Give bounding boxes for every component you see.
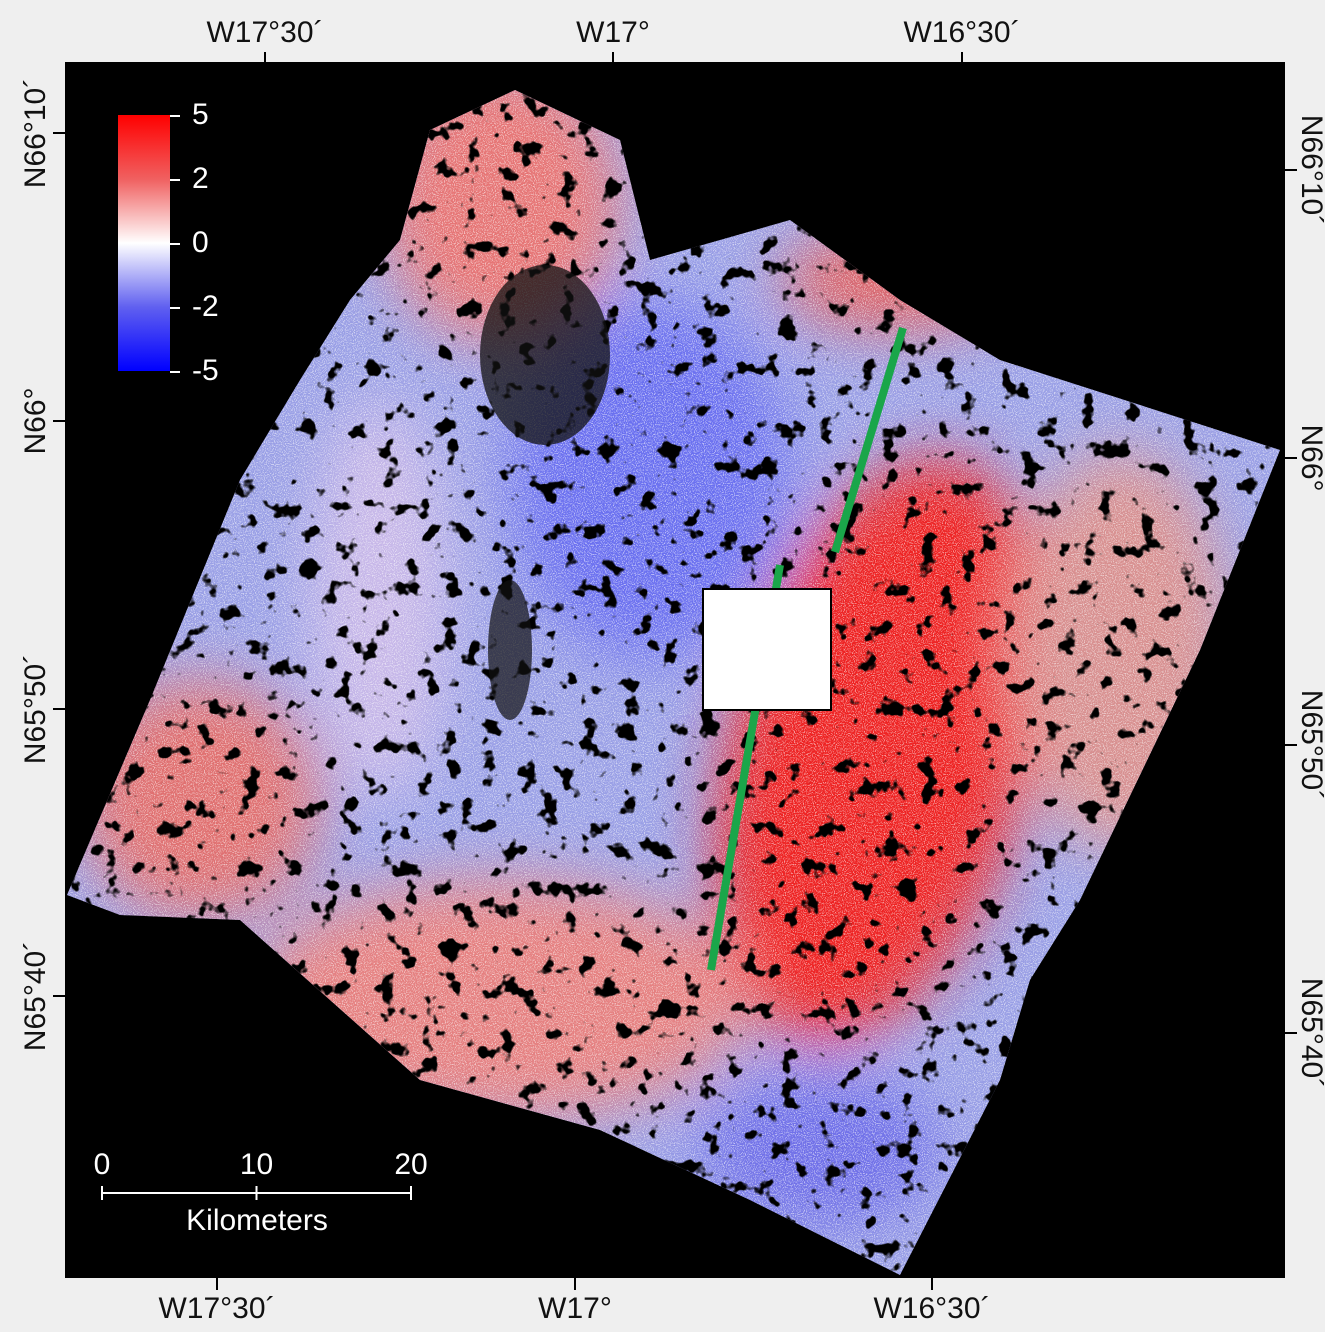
lat-label: N66°10´ <box>19 78 52 188</box>
map-figure: Kilometers W17°30´ W17° W16°30´ W17°30´ W17°… <box>0 0 1325 1332</box>
scalebar-unit: Kilometers <box>186 1204 328 1237</box>
scalebar-label: 20 <box>394 1148 427 1181</box>
lat-label: N66°10´ <box>1295 115 1325 225</box>
lat-label: N66° <box>1295 424 1325 491</box>
colorbar-label: 2 <box>192 162 209 195</box>
lon-label: W17°30´ <box>158 1292 275 1325</box>
lon-label: W17° <box>538 1292 612 1325</box>
lon-label: W17° <box>576 16 650 49</box>
scalebar-label: 0 <box>94 1148 111 1181</box>
lon-label: W16°30´ <box>903 16 1020 49</box>
colorbar-label: -2 <box>192 290 219 323</box>
lat-label: N66° <box>19 387 52 454</box>
lat-label: N65°50´ <box>19 654 52 764</box>
colorbar-label: 5 <box>192 98 209 131</box>
inset-box <box>703 589 831 710</box>
colorbar-label: 0 <box>192 226 209 259</box>
lon-label: W16°30´ <box>873 1292 990 1325</box>
colorbar-label: -5 <box>192 354 219 387</box>
scalebar-label: 10 <box>240 1148 273 1181</box>
lon-label: W17°30´ <box>206 16 323 49</box>
lat-label: N65°40´ <box>19 941 52 1051</box>
page: {"map": { "top_ticks": ["W17°30´", "W17°… <box>0 0 1325 1332</box>
lat-label: N65°40´ <box>1295 978 1325 1088</box>
colorbar <box>118 115 170 371</box>
lat-label: N65°50´ <box>1295 690 1325 800</box>
